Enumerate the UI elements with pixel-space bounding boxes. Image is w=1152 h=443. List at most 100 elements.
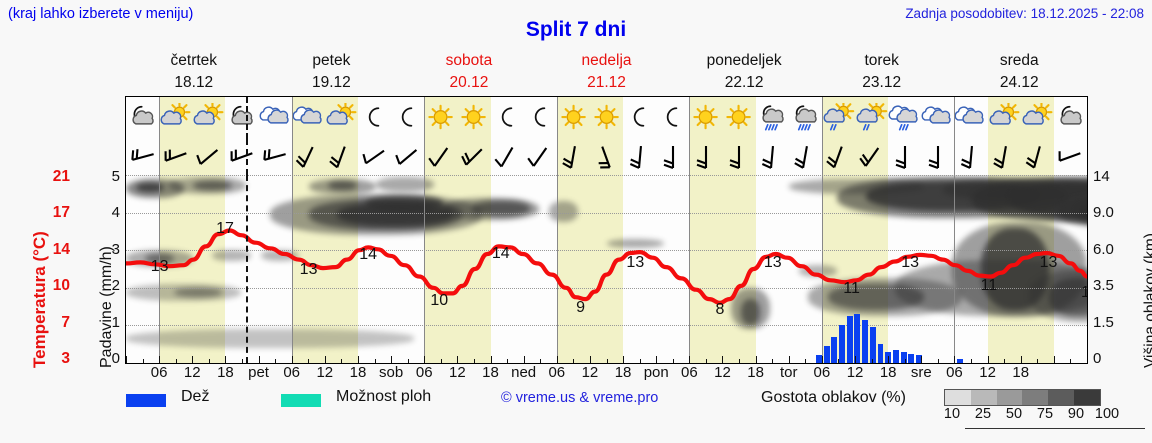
x-axis-label: 12: [581, 364, 599, 381]
cloudheight-tick-label: 1.5: [1093, 313, 1114, 331]
temperature-value-label: 13: [901, 253, 920, 271]
x-axis-tick: [225, 356, 227, 363]
legend-rain-label: Dež: [181, 388, 210, 405]
cloud-density-step: [1048, 390, 1075, 405]
wind-barb: [855, 139, 888, 175]
x-axis-tick: [987, 356, 989, 363]
temperature-tick-label: 7: [61, 313, 70, 331]
day-header-4: ponedeljek 22.12: [675, 50, 813, 96]
x-axis-tick: [772, 359, 774, 363]
temperature-tick-label: 21: [52, 168, 70, 185]
weather-icon-moon: [524, 97, 557, 139]
temperature-value-label: 10: [1080, 284, 1087, 302]
day-separator: [954, 139, 956, 175]
current-time-line: [245, 97, 248, 139]
weather-icon-sun: [722, 97, 755, 139]
x-axis-tick: [871, 359, 873, 363]
wind-barb: [292, 139, 325, 175]
weather-icon-sun-cloud-rain: [822, 97, 855, 139]
page-title: Split 7 dni: [525, 18, 627, 41]
x-axis-label: 12: [979, 364, 996, 381]
horizontal-gridline: [126, 287, 1087, 289]
precipitation-tick-label: 4: [111, 204, 120, 222]
x-axis-label: tor: [779, 364, 798, 381]
cloud-density-colorbar: [944, 389, 1101, 406]
rain-bar: [862, 319, 869, 363]
wind-barb: [689, 139, 722, 175]
day-name: torek: [864, 52, 899, 69]
wind-barb: [656, 139, 689, 175]
day-header-6: sreda 24.12: [950, 50, 1088, 96]
cloud-density-step: [996, 390, 1023, 405]
precipitation-tick-label: 0: [111, 350, 120, 367]
temperature-value-label: 13: [626, 253, 645, 271]
x-axis-tick: [275, 359, 277, 363]
temperature-value-label: 17: [216, 220, 234, 238]
daylight-stripe: [556, 175, 590, 363]
wind-barb: [722, 139, 755, 175]
cloud-density-blob: [1077, 201, 1087, 224]
day-separator: [689, 175, 691, 363]
x-axis-tick: [142, 359, 144, 363]
weather-icon-moon-cloud-rain: [789, 97, 822, 139]
x-axis-tick: [937, 359, 939, 363]
x-axis-tick: [457, 356, 459, 363]
wind-barb: [325, 139, 358, 175]
rain-bar: [957, 359, 964, 363]
temperature-tick-label: 14: [52, 240, 70, 258]
x-axis-label: 06: [946, 364, 963, 381]
day-separator: [159, 175, 161, 363]
copyright-link[interactable]: © vreme.us & vreme.pro: [501, 390, 659, 406]
day-name: sobota: [445, 52, 493, 69]
weather-icon-sun: [557, 97, 590, 139]
cloudheight-tick-label: 14: [1093, 168, 1110, 185]
weather-icon-moon-cloud: [225, 97, 258, 139]
wind-barb: [225, 139, 258, 175]
cloud-density-blob: [260, 250, 299, 262]
footer-rule: [965, 428, 1145, 429]
cloud-density-blob: [741, 299, 761, 326]
cloud-density-colorbar-ticks: 10 25 50 75 90 100: [934, 406, 1119, 424]
x-axis-tick: [540, 359, 542, 363]
wind-barb: [921, 139, 954, 175]
day-name: sreda: [999, 52, 1039, 69]
day-date: 18.12: [174, 74, 214, 91]
x-axis-tick: [473, 359, 475, 363]
rain-bar: [900, 351, 907, 363]
cloudheight-tick-label: 0: [1093, 350, 1102, 367]
x-axis-label: 12: [316, 364, 334, 381]
wind-barb: [159, 139, 192, 175]
x-axis-tick: [523, 356, 525, 363]
temperature-value-label: 13: [150, 257, 169, 275]
weather-icon-sun-cloud: [159, 97, 192, 139]
x-axis-tick: [1004, 359, 1006, 363]
day-separator: [291, 97, 293, 139]
x-axis-tick: [705, 359, 707, 363]
location-menu-note[interactable]: (kraj lahko izberete v meniju): [8, 6, 194, 22]
cloud-density-legend-label: Gostota oblakov (%): [761, 389, 906, 406]
x-axis-tick: [921, 356, 923, 363]
temperature-value-label: 14: [491, 244, 510, 262]
daylight-stripe: [192, 175, 226, 363]
temperature-tick-label: 3: [61, 350, 70, 367]
temperature-value-label: 8: [715, 300, 725, 318]
wind-barb: [1054, 139, 1087, 175]
cloudheight-tick-label: 3.5: [1093, 277, 1114, 295]
day-separator: [954, 175, 956, 363]
rain-bar: [839, 325, 845, 363]
temperature-value-label: 10: [430, 291, 449, 309]
horizontal-gridline: [126, 325, 1087, 327]
wind-barb: [491, 139, 524, 175]
wind-barb: [888, 139, 921, 175]
x-axis-label: 06: [548, 364, 566, 381]
weather-icon-moon-cloud-rain: [756, 97, 789, 139]
temperature-value-label: 11: [980, 276, 998, 294]
weather-icon-sun-cloud: [325, 97, 358, 139]
x-axis-tick: [888, 356, 890, 363]
weather-icon-moon: [491, 97, 524, 139]
temperature-axis-title: Temperatura (°C): [8, 170, 49, 370]
wind-barb: [557, 139, 590, 175]
weather-icon-sun-cloud: [1021, 97, 1054, 139]
wind-barb: [259, 139, 292, 175]
cloud-density-step: [945, 390, 971, 405]
